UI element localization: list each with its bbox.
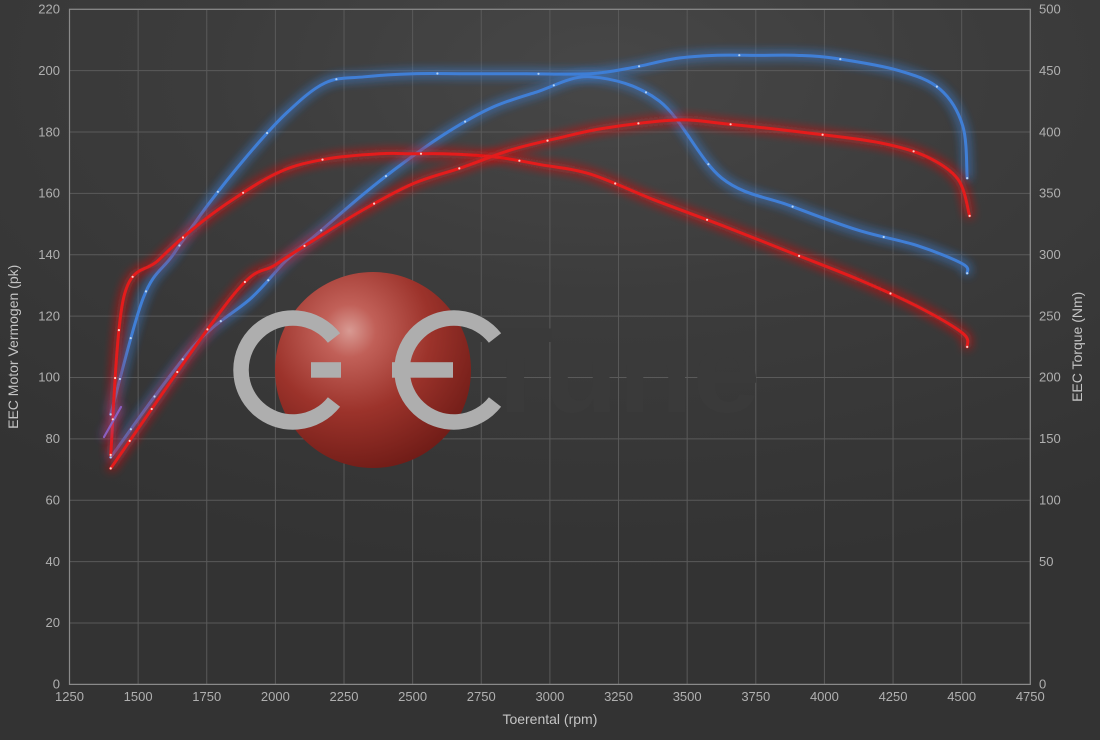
svg-text:200: 200 (1039, 370, 1061, 385)
svg-text:1500: 1500 (124, 689, 153, 704)
svg-text:EEC Motor Vermogen (pk): EEC Motor Vermogen (pk) (5, 265, 21, 429)
svg-text:100: 100 (38, 370, 60, 385)
svg-text:1250: 1250 (55, 689, 84, 704)
svg-text:2750: 2750 (467, 689, 496, 704)
svg-text:220: 220 (38, 2, 60, 17)
svg-text:3500: 3500 (673, 689, 702, 704)
svg-text:400: 400 (1039, 124, 1061, 139)
svg-text:150: 150 (1039, 431, 1061, 446)
svg-text:100: 100 (1039, 493, 1061, 508)
svg-text:3250: 3250 (604, 689, 633, 704)
svg-text:160: 160 (38, 186, 60, 201)
svg-text:3750: 3750 (741, 689, 770, 704)
svg-text:4500: 4500 (947, 689, 976, 704)
svg-text:Toerental (rpm): Toerental (rpm) (502, 711, 597, 727)
svg-text:2250: 2250 (330, 689, 359, 704)
svg-text:2500: 2500 (398, 689, 427, 704)
svg-text:4250: 4250 (879, 689, 908, 704)
svg-text:Tune: Tune (478, 302, 760, 438)
svg-text:4000: 4000 (810, 689, 839, 704)
svg-text:40: 40 (46, 554, 60, 569)
svg-text:180: 180 (38, 124, 60, 139)
svg-text:50: 50 (1039, 554, 1053, 569)
svg-text:60: 60 (46, 493, 60, 508)
svg-text:2000: 2000 (261, 689, 290, 704)
svg-text:250: 250 (1039, 308, 1061, 323)
svg-text:350: 350 (1039, 186, 1061, 201)
svg-text:140: 140 (38, 247, 60, 262)
svg-text:80: 80 (46, 431, 60, 446)
svg-text:3000: 3000 (535, 689, 564, 704)
svg-text:450: 450 (1039, 63, 1061, 78)
svg-text:500: 500 (1039, 2, 1061, 17)
svg-text:4750: 4750 (1016, 689, 1045, 704)
svg-text:120: 120 (38, 308, 60, 323)
svg-text:300: 300 (1039, 247, 1061, 262)
svg-text:1750: 1750 (192, 689, 221, 704)
svg-text:20: 20 (46, 615, 60, 630)
svg-text:200: 200 (38, 63, 60, 78)
svg-text:EEC Torque (Nm): EEC Torque (Nm) (1069, 292, 1085, 402)
